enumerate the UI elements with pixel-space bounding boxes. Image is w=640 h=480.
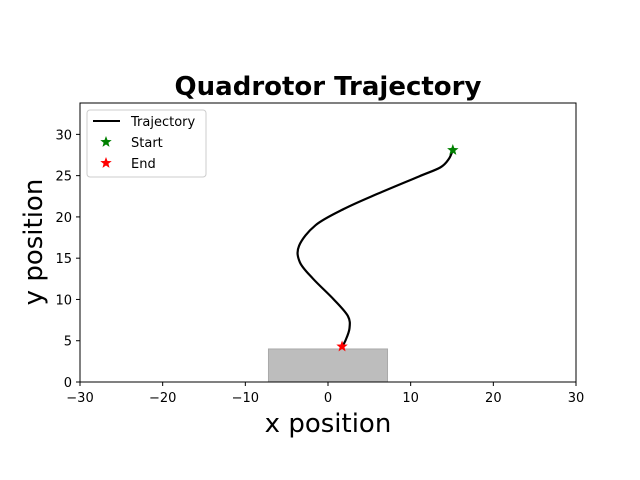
- x-tick-label: 10: [402, 391, 419, 406]
- legend-marker-start: [100, 136, 112, 147]
- legend-label-start: Start: [131, 136, 163, 151]
- x-tick-label: 0: [324, 391, 332, 406]
- legend: Trajectory Start End: [86, 109, 207, 178]
- y-tick-label: 0: [64, 376, 72, 391]
- end-marker: [336, 340, 348, 352]
- y-axis-label: y position: [19, 179, 49, 306]
- trajectory-line-0: [296, 148, 454, 348]
- y-tick-label: 20: [55, 211, 72, 226]
- legend-box: [86, 109, 207, 178]
- y-axis: 0 5 10 15 20 25 30: [55, 128, 80, 391]
- x-tick-label: 20: [485, 391, 502, 406]
- x-tick-label: −30: [66, 391, 93, 406]
- x-axis-label: x position: [265, 409, 392, 439]
- y-tick-label: 15: [55, 252, 72, 267]
- x-tick-label: −20: [149, 391, 176, 406]
- y-tick-label: 10: [55, 293, 72, 308]
- landing-zone-rect: [267, 348, 389, 383]
- y-tick-label: 5: [64, 335, 72, 350]
- legend-label-trajectory: Trajectory: [130, 115, 195, 130]
- x-axis: −30 −20 −10 0 10 20 30: [66, 382, 584, 406]
- x-tick-label: −10: [232, 391, 259, 406]
- y-tick-label: 30: [55, 128, 72, 143]
- y-tick-label: 25: [55, 170, 72, 185]
- legend-marker-end: [100, 157, 112, 168]
- start-marker: [447, 144, 459, 155]
- chart-title: Quadrotor Trajectory: [175, 72, 482, 102]
- legend-label-end: End: [131, 157, 156, 172]
- data-layer: [267, 144, 459, 383]
- x-tick-label: 30: [568, 391, 585, 406]
